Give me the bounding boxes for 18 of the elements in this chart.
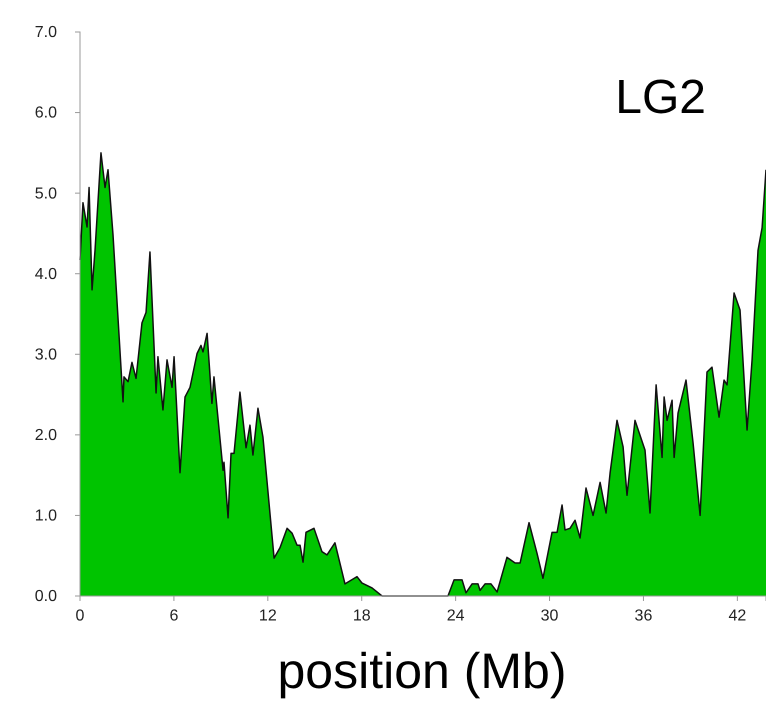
y-tick-label: 6.0 xyxy=(34,104,58,122)
x-tick-label: 18 xyxy=(352,607,371,624)
y-tick-label: 3.0 xyxy=(34,346,58,364)
annotation: LG2 xyxy=(615,71,706,124)
y-tick-label: 5.0 xyxy=(34,185,58,202)
x-tick-label: 36 xyxy=(634,607,652,624)
x-tick-label: 6 xyxy=(169,607,178,624)
x-axis-title: position (Mb) xyxy=(278,643,566,699)
x-tick-label: 0 xyxy=(76,607,85,624)
y-tick-label: 1.0 xyxy=(34,508,58,525)
x-tick-label: 30 xyxy=(540,607,559,624)
y-tick-label: 2.0 xyxy=(34,426,58,444)
x-tick-label: 42 xyxy=(728,607,746,624)
x-tick-label: 12 xyxy=(258,607,277,624)
y-tick-label: 0.0 xyxy=(34,588,58,606)
x-tick-label: 24 xyxy=(446,607,465,624)
y-tick-label: 7.0 xyxy=(34,24,58,42)
y-tick-label: 4.0 xyxy=(34,266,58,283)
